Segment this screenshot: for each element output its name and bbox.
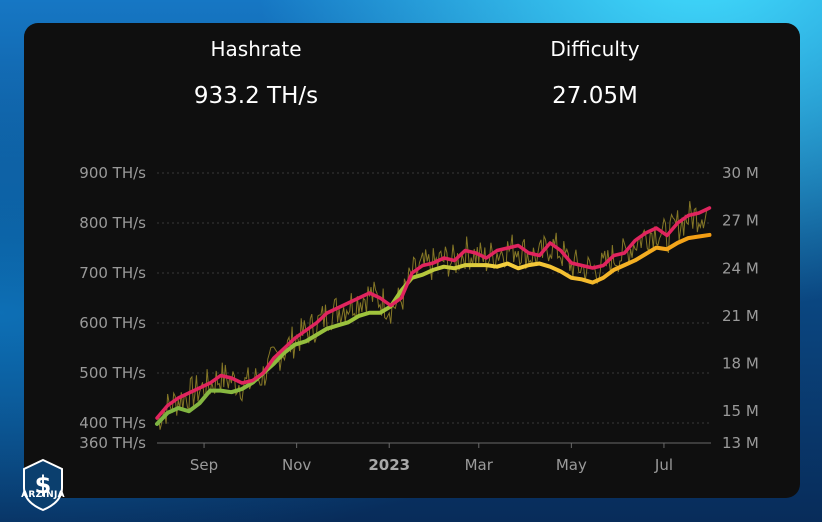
y-left-tick-label: 600 TH/s [79, 314, 146, 332]
y-left-tick-label: 500 TH/s [79, 364, 146, 382]
raw-hashrate-series [156, 201, 709, 430]
x-axis: Sep Nov 2023 Mar May Jul [190, 443, 673, 474]
y-left-tick-label: 360 TH/s [79, 434, 146, 452]
y-right-tick-label: 21 M [722, 307, 759, 325]
y-left-tick-label: 800 TH/s [79, 214, 146, 232]
difficulty-value: 27.05M [552, 83, 638, 109]
raw-series [156, 201, 709, 430]
chart-panel: Hashrate 933.2 TH/s Difficulty 27.05M 90… [24, 23, 800, 498]
hashrate-line [155, 206, 712, 420]
hashrate-value: 933.2 TH/s [193, 83, 319, 109]
y-left-tick-label: 700 TH/s [79, 264, 146, 282]
y-right-tick-label: 27 M [722, 212, 759, 230]
x-tick-label: May [556, 456, 587, 474]
y-axis-left: 900 TH/s 800 TH/s 700 TH/s 600 TH/s 500 TH/s… [79, 164, 146, 452]
y-left-tick-label: 400 TH/s [79, 414, 146, 432]
series-lines [155, 206, 712, 426]
x-tick-label: Mar [465, 456, 494, 474]
y-right-tick-label: 24 M [722, 259, 759, 277]
y-right-tick-label: 18 M [722, 355, 759, 373]
y-axis-right: 30 M 27 M 24 M 21 M 18 M 15 M 13 M [722, 164, 759, 452]
grid-lines [157, 172, 711, 444]
y-right-tick-label: 15 M [722, 402, 759, 420]
y-right-tick-label: 13 M [722, 434, 759, 452]
x-tick-label: Jul [654, 456, 673, 474]
x-tick-label: 2023 [368, 456, 410, 474]
arzinja-logo-icon: $ [23, 458, 63, 512]
logo-text: ARZINJA [21, 490, 65, 500]
y-left-tick-label: 900 TH/s [79, 164, 146, 182]
hashrate-label: Hashrate [210, 37, 302, 61]
x-tick-label: Sep [190, 456, 218, 474]
svg-text:$: $ [35, 471, 52, 499]
y-right-tick-label: 30 M [722, 164, 759, 182]
x-tick-label: Nov [282, 456, 311, 474]
difficulty-label: Difficulty [550, 37, 640, 61]
hashrate-difficulty-chart: 900 TH/s 800 TH/s 700 TH/s 600 TH/s 500 TH/s… [79, 164, 759, 474]
